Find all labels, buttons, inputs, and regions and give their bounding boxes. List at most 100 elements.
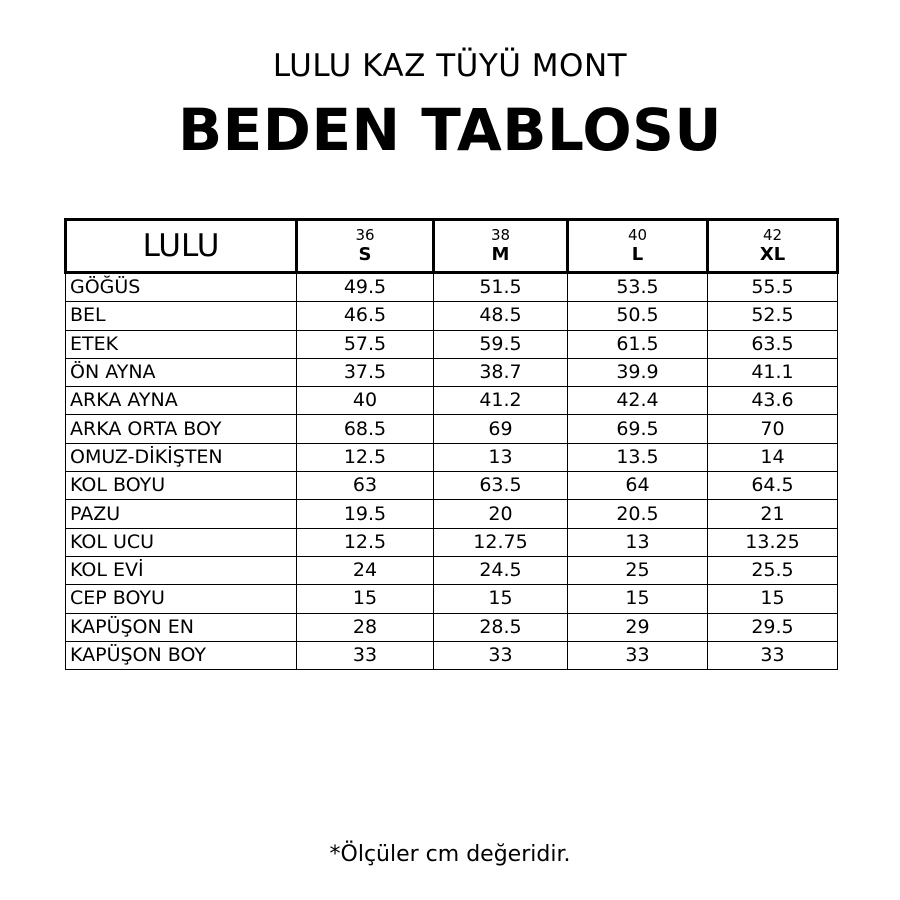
measurement-value: 24.5 [433,555,568,586]
measurement-value: 33 [707,640,838,671]
measurement-label: ARKA ORTA BOY [65,414,297,444]
size-number: 40 [627,226,648,244]
size-header-m: 38 M [432,218,569,274]
measurement-value: 52.5 [707,301,838,331]
measurement-value: 40 [296,386,434,416]
size-label: XL [759,244,786,265]
measurement-label: CEP BOYU [65,584,297,614]
measurement-value: 13 [433,442,568,473]
size-label: M [491,244,510,265]
measurement-value: 37.5 [296,357,434,388]
measurement-value: 39.9 [567,357,708,388]
table-row: ÖN AYNA 37.5 38.7 39.9 41.1 [65,357,838,388]
size-label: L [631,244,644,265]
measurement-value: 55.5 [707,271,838,303]
measurement-value: 25.5 [707,555,838,586]
measurement-value: 41.2 [433,386,568,416]
measurement-value: 24 [296,555,434,586]
measurement-value: 69 [433,414,568,444]
measurement-value: 49.5 [296,271,434,303]
measurement-value: 12.5 [296,527,434,557]
measurement-label: KOL BOYU [65,471,297,501]
size-number: 42 [762,226,783,244]
table-row: GÖĞÜS 49.5 51.5 53.5 55.5 [65,271,838,303]
measurement-value: 64.5 [707,471,838,501]
measurement-value: 25 [567,555,708,586]
measurement-value: 50.5 [567,301,708,331]
page-title: BEDEN TABLOSU [177,96,723,164]
measurement-value: 63 [296,471,434,501]
table-row: OMUZ-DİKİŞTEN 12.5 13 13.5 14 [65,442,838,473]
measurement-label: BEL [65,301,297,331]
measurement-value: 12.5 [296,442,434,473]
table-row: CEP BOYU 15 15 15 15 [65,584,838,614]
measurement-value: 43.6 [707,386,838,416]
measurement-value: 48.5 [433,301,568,331]
measurement-value: 38.7 [433,357,568,388]
table-row: ARKA ORTA BOY 68.5 69 69.5 70 [65,414,838,444]
measurement-value: 29 [567,612,708,642]
measurement-value: 29.5 [707,612,838,642]
table-row: BEL 46.5 48.5 50.5 52.5 [65,301,838,331]
size-number: 38 [490,226,511,244]
table-row: PAZU 19.5 20 20.5 21 [65,499,838,529]
measurement-value: 33 [433,640,568,671]
measurement-label: KAPÜŞON EN [65,612,297,642]
measurement-value: 15 [296,584,434,614]
measurement-label: GÖĞÜS [65,271,297,303]
table-row: KAPÜŞON EN 28 28.5 29 29.5 [65,612,838,642]
size-header-xl: 42 XL [706,218,839,274]
measurement-label: ETEK [65,329,297,359]
measurement-value: 64 [567,471,708,501]
table-row: KAPÜŞON BOY 33 33 33 33 [65,640,838,671]
product-name: LULU KAZ TÜYÜ MONT [272,48,628,84]
measurement-value: 19.5 [296,499,434,529]
measurement-value: 61.5 [567,329,708,359]
table-row: ETEK 57.5 59.5 61.5 63.5 [65,329,838,359]
measurement-value: 59.5 [433,329,568,359]
measurement-value: 13 [567,527,708,557]
measurement-value: 42.4 [567,386,708,416]
measurement-value: 33 [296,640,434,671]
size-number: 36 [355,226,375,244]
measurement-value: 13.5 [567,442,708,473]
measurement-value: 46.5 [296,301,434,331]
measurement-value: 63.5 [707,329,838,359]
measurement-value: 63.5 [433,471,568,501]
header-row: LULU 36 S 38 M 40 L 42 XL [64,218,839,274]
table-row: KOL EVİ 24 24.5 25 25.5 [65,555,838,586]
table-row: ARKA AYNA 40 41.2 42.4 43.6 [65,386,838,416]
measurement-value: 15 [707,584,838,614]
measurement-label: KOL EVİ [65,555,297,586]
measurement-value: 33 [567,640,708,671]
measurement-label: KOL UCU [65,527,297,557]
measurement-value: 70 [707,414,838,444]
measurement-value: 51.5 [433,271,568,303]
measurement-value: 28.5 [433,612,568,642]
measurement-value: 53.5 [567,271,708,303]
measurement-value: 28 [296,612,434,642]
measurement-value: 15 [567,584,708,614]
measurement-value: 13.25 [707,527,838,557]
measurement-value: 41.1 [707,357,838,388]
table-row: KOL UCU 12.5 12.75 13 13.25 [65,527,838,557]
measurement-value: 21 [707,499,838,529]
measurement-label: OMUZ-DİKİŞTEN [65,442,297,473]
measurement-value: 69.5 [567,414,708,444]
size-header-s: 36 S [295,218,435,274]
measurement-label: KAPÜŞON BOY [65,640,297,671]
footnote: *Ölçüler cm değeridir. [329,842,571,867]
measurement-value: 57.5 [296,329,434,359]
measurement-value: 15 [433,584,568,614]
measurement-value: 20 [433,499,568,529]
measurement-value: 12.75 [433,527,568,557]
measurement-label: PAZU [65,499,297,529]
model-name: LULU [64,218,298,274]
size-table: LULU 36 S 38 M 40 L 42 XL GÖĞÜS 49.5 51.5 53.5 55.5… [64,218,839,671]
measurement-value: 68.5 [296,414,434,444]
table-row: KOL BOYU 63 63.5 64 64.5 [65,471,838,501]
measurement-label: ÖN AYNA [65,357,297,388]
size-header-l: 40 L [566,218,709,274]
measurement-value: 14 [707,442,838,473]
measurement-label: ARKA AYNA [65,386,297,416]
